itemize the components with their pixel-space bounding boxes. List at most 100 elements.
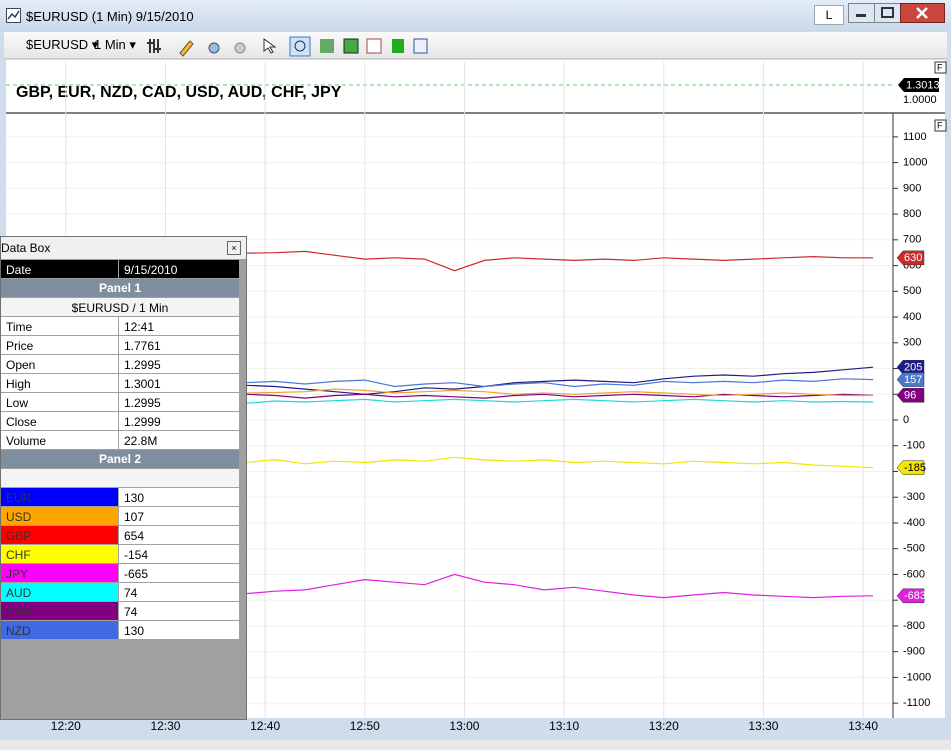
y-tick-label: -1100	[903, 697, 930, 709]
x-tick-label: 13:10	[549, 719, 579, 733]
strategy-tool[interactable]	[320, 39, 334, 53]
series-value: -665	[124, 567, 149, 581]
y-tick-label: 900	[903, 182, 921, 194]
series-row: CHF -154	[1, 545, 239, 564]
x-tick-label: 12:50	[350, 719, 380, 733]
blank-row	[1, 469, 239, 488]
cell-divider	[118, 317, 119, 336]
field-row-label: High	[6, 377, 31, 391]
data-box-title-bar: Data Box ×	[1, 237, 246, 259]
data-box-close[interactable]: ×	[227, 241, 241, 255]
field-row: Volume 22.8M	[1, 431, 239, 450]
field-row-value: 22.8M	[124, 434, 158, 448]
y-tick-label: 300	[903, 337, 921, 349]
value-flag	[896, 250, 925, 266]
value-flag-text: -683	[904, 590, 926, 602]
field-row-value: 1.2995	[124, 396, 161, 410]
data-box-title: Data Box	[1, 241, 51, 255]
cell-divider	[118, 602, 119, 621]
cell-divider	[118, 507, 119, 526]
x-tick-label: 13:40	[848, 719, 878, 733]
field-row-value: 1.3001	[124, 377, 161, 391]
value-flag-text: -185	[904, 462, 926, 474]
series-row: NZD 130	[1, 621, 239, 640]
panel1-button-text: F	[937, 62, 943, 72]
panel2-button[interactable]	[934, 119, 947, 132]
x-tick-label: 13:00	[449, 719, 479, 733]
y-tick-label: 500	[903, 285, 921, 297]
symbol: $EURUSD	[26, 37, 89, 52]
interval-selector[interactable]: 1 Min ▾	[94, 37, 136, 52]
scrollbar[interactable]	[0, 740, 951, 750]
price-flag-text: 1.3013	[906, 79, 940, 91]
field-row: Low 1.2995	[1, 393, 239, 412]
panel1-button[interactable]	[934, 61, 947, 74]
cell-divider	[118, 526, 119, 545]
series-name: CAD	[1, 602, 118, 620]
chart-tool[interactable]	[366, 38, 382, 54]
y-tick-label: -900	[903, 646, 925, 658]
series-value: -154	[124, 548, 149, 562]
price-tool[interactable]	[392, 39, 404, 53]
panel1-label: GBP, EUR, NZD, CAD, USD, AUD, CHF, JPY	[16, 84, 342, 101]
field-row-label: Close	[6, 415, 37, 429]
indicator-tool[interactable]	[343, 38, 359, 54]
series-row: AUD 74	[1, 583, 239, 602]
magnifier[interactable]	[289, 36, 311, 57]
value-flag-text: 205	[904, 362, 922, 374]
value-flag	[896, 372, 925, 387]
interval: 1 Min	[94, 37, 126, 52]
field-row: Time 12:41	[1, 317, 239, 336]
bar-style-tool[interactable]	[147, 39, 161, 53]
field-row-label: Price	[6, 339, 34, 353]
y-tick-label: 700	[903, 234, 921, 246]
y-tick-label: -600	[903, 568, 925, 580]
zoom-out[interactable]	[234, 42, 246, 54]
field-row: Close 1.2999	[1, 412, 239, 431]
cell-divider	[118, 374, 119, 393]
cell-divider	[118, 564, 119, 583]
cell-divider	[118, 336, 119, 355]
field-row-label: Open	[6, 358, 36, 372]
x-tick-label: 12:30	[150, 719, 180, 733]
cell-divider	[118, 621, 119, 640]
x-tick-label: 12:40	[250, 719, 280, 733]
cell-divider	[118, 431, 119, 450]
cell-divider	[118, 412, 119, 431]
data-box: Data Box × Date 9/15/2010 Panel 1 $EURUSD /…	[0, 236, 247, 720]
series-value: 107	[124, 510, 145, 524]
mode-button[interactable]: L	[814, 5, 844, 25]
title-bar: $EURUSD (1 Min) 9/15/2010 L	[0, 0, 951, 31]
toolbar: $EURUSD ▾ 1 Min ▾	[4, 32, 947, 59]
price-flag	[898, 78, 939, 92]
y-tick-label: 400	[903, 311, 921, 323]
cell-divider	[118, 355, 119, 374]
date-row-label: Date	[6, 263, 32, 277]
field-row-label: Low	[6, 396, 29, 410]
y-tick-label: -1000	[903, 671, 931, 683]
draw-tool[interactable]	[179, 40, 194, 57]
tool-icons	[147, 36, 428, 57]
series-row: GBP 654	[1, 526, 239, 545]
series-value: 74	[124, 605, 138, 619]
pointer-tool[interactable]	[263, 38, 277, 54]
date-row: Date 9/15/2010	[1, 260, 239, 279]
y-tick-label: -800	[903, 620, 925, 632]
panel-header: Panel 1	[1, 279, 239, 298]
field-row: High 1.3001	[1, 374, 239, 393]
series-value: 654	[124, 529, 145, 543]
panel-subheader: $EURUSD / 1 Min	[1, 298, 239, 317]
symbol-selector[interactable]: $EURUSD ▾	[26, 37, 99, 52]
zoom-in[interactable]	[208, 42, 220, 54]
y-tick-label: -100	[903, 440, 925, 452]
app-icon	[6, 8, 21, 23]
value-flag	[896, 460, 925, 475]
series-row: USD 107	[1, 507, 239, 526]
panel-header: Panel 2	[1, 450, 239, 469]
field-row: Price 1.7761	[1, 336, 239, 355]
properties-tool[interactable]	[413, 38, 428, 54]
cell-divider	[118, 260, 119, 279]
cell-divider	[118, 583, 119, 602]
y-tick-label: 800	[903, 208, 921, 220]
series-value: 130	[124, 491, 145, 505]
